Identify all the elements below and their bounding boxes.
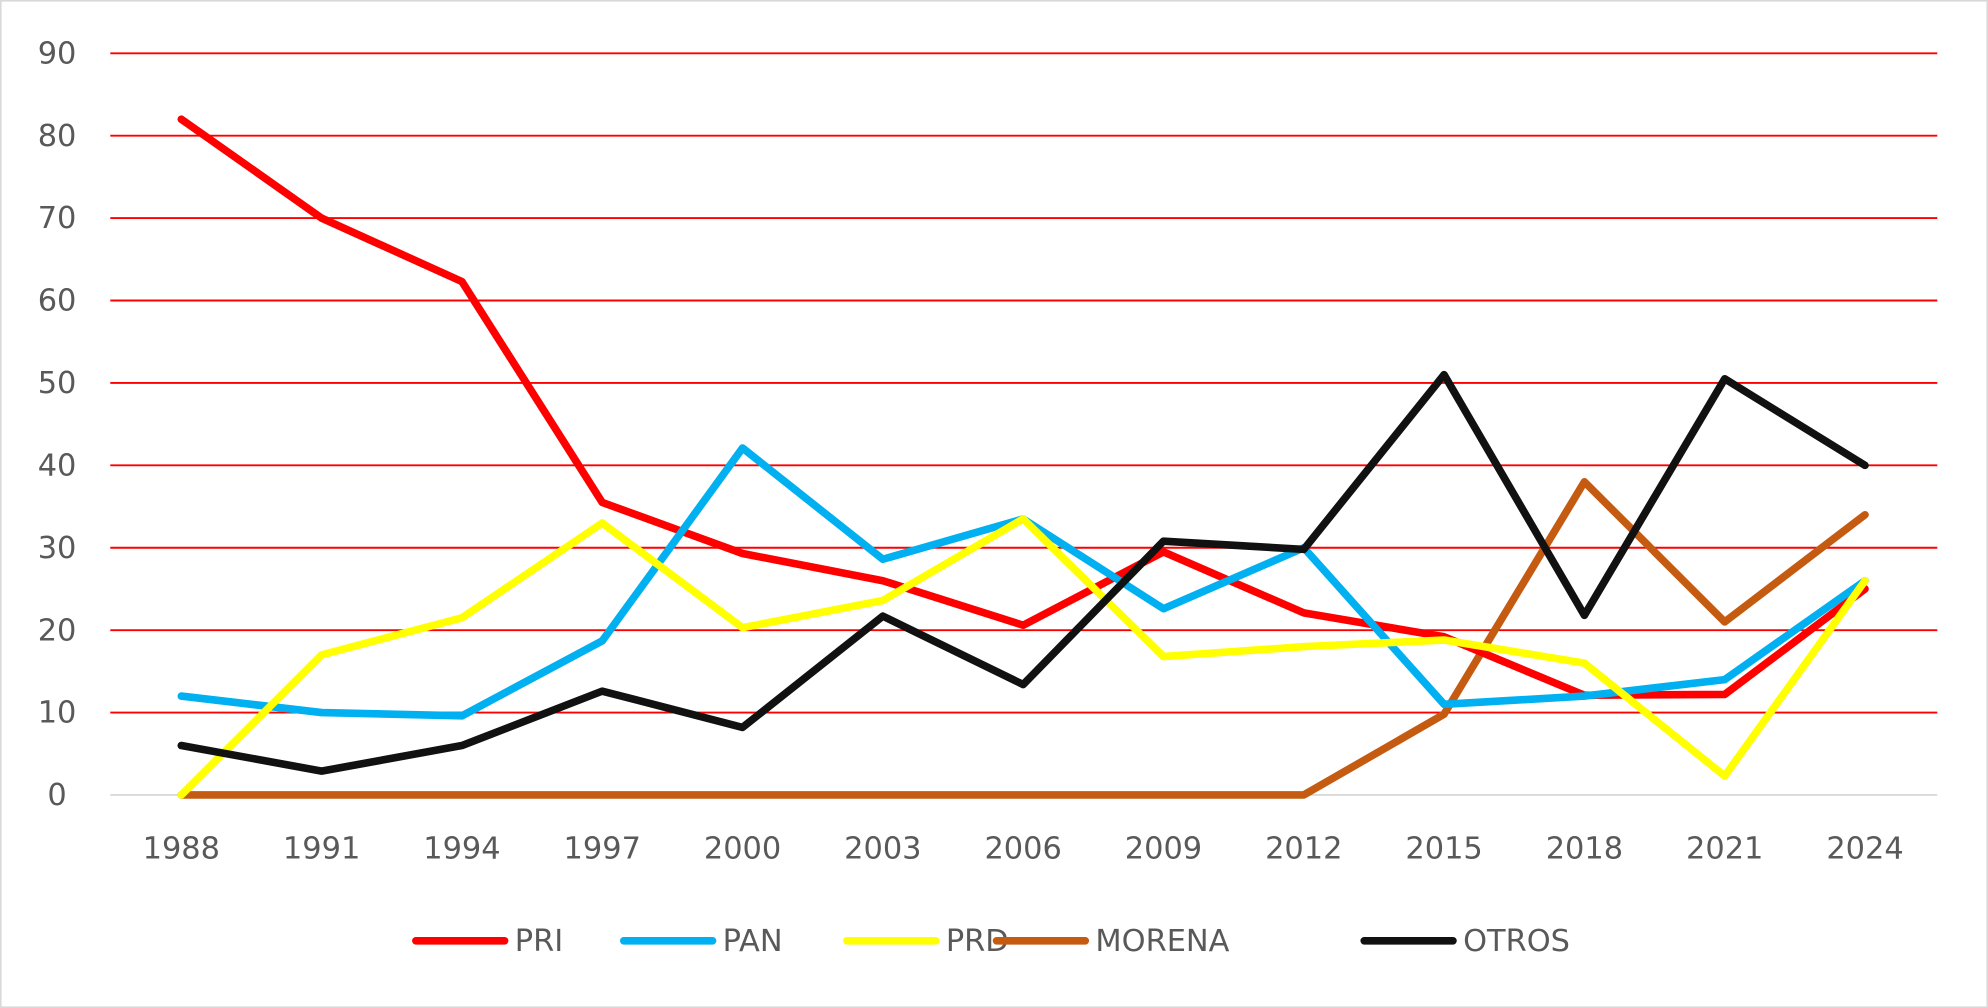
- x-tick-label: 2006: [984, 831, 1061, 866]
- y-tick-label: 80: [38, 119, 77, 154]
- x-tick-label: 1991: [283, 831, 360, 866]
- y-tick-label: 50: [38, 366, 77, 401]
- x-tick-label: 2015: [1405, 831, 1482, 866]
- x-tick-label: 2021: [1686, 831, 1763, 866]
- y-tick-label: 90: [38, 36, 77, 71]
- legend-item-pan[interactable]: PAN: [619, 924, 783, 959]
- x-tick-label: 2000: [704, 831, 781, 866]
- x-tick-label: 2009: [1125, 831, 1202, 866]
- y-tick-label: 0: [47, 778, 66, 813]
- x-tick-label: 2018: [1546, 831, 1623, 866]
- y-tick-label: 10: [38, 696, 77, 731]
- series-lines: [177, 115, 1869, 799]
- legend: PRI PAN PRD MORENA OTROS: [412, 924, 1570, 959]
- legend-label: PRI: [515, 924, 563, 959]
- x-axis-ticks: 1988 1991 1994 1997 2000 2003 2006 2009 2012 2015…: [143, 831, 1904, 866]
- x-tick-label: 1994: [423, 831, 500, 866]
- y-axis-ticks: 0 10 20 30 40 50 60 70 80 90: [38, 36, 77, 813]
- legend-item-pri[interactable]: PRI: [412, 924, 563, 959]
- x-tick-label: 2024: [1826, 831, 1903, 866]
- y-tick-label: 40: [38, 448, 77, 483]
- legend-item-morena[interactable]: MORENA: [992, 924, 1230, 959]
- legend-label: OTROS: [1463, 924, 1570, 959]
- y-tick-label: 20: [38, 613, 77, 648]
- y-tick-label: 70: [38, 201, 77, 236]
- x-tick-label: 1997: [564, 831, 641, 866]
- y-tick-label: 60: [38, 284, 77, 319]
- x-tick-label: 2012: [1265, 831, 1342, 866]
- legend-label: PAN: [723, 924, 783, 959]
- legend-label: MORENA: [1095, 924, 1229, 959]
- x-tick-label: 1988: [143, 831, 220, 866]
- legend-item-otros[interactable]: OTROS: [1360, 924, 1570, 959]
- y-tick-label: 30: [38, 531, 77, 566]
- x-tick-label: 2003: [844, 831, 921, 866]
